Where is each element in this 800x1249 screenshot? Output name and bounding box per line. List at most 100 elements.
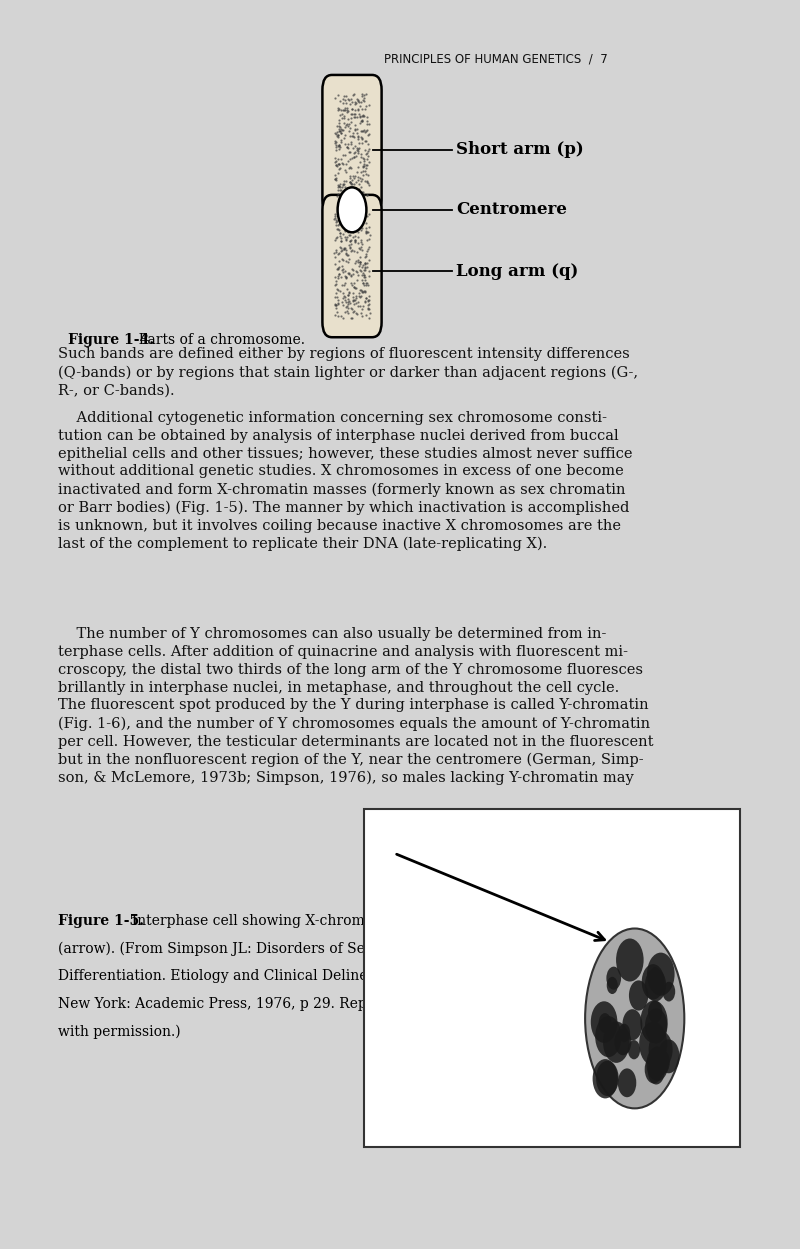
Point [339,100,352,120]
Point [343,239,356,259]
Point [362,175,375,195]
Point [342,291,355,311]
Point [350,146,362,166]
Point [354,212,366,232]
Point [343,172,356,192]
Point [338,177,351,197]
Point [333,176,346,196]
Point [357,282,370,302]
Point [330,116,343,136]
Point [334,174,346,194]
Point [347,277,360,297]
Point [334,222,346,242]
Point [340,245,353,265]
Point [341,137,354,157]
Point [362,222,374,242]
Text: Differentiation. Etiology and Clinical Delineation.: Differentiation. Etiology and Clinical D… [58,969,407,983]
Point [332,215,345,235]
Point [345,309,358,328]
Point [343,172,356,192]
Point [346,291,359,311]
Circle shape [654,1049,670,1075]
Point [362,125,374,145]
Point [355,282,368,302]
Point [351,270,364,290]
Point [349,226,362,246]
Point [352,167,365,187]
Point [332,139,345,159]
Point [354,127,367,147]
Point [334,124,347,144]
Point [361,144,374,164]
Point [339,245,352,265]
Point [334,100,347,120]
Point [330,287,343,307]
Point [349,142,362,162]
Point [354,111,367,131]
Point [354,239,366,259]
Point [330,242,342,262]
Point [339,267,352,287]
Point [341,137,354,157]
Point [336,152,349,172]
Point [358,149,371,169]
Circle shape [603,1022,630,1063]
Point [355,306,368,326]
Point [346,174,358,194]
Point [340,292,353,312]
Point [354,237,367,257]
Point [362,239,374,259]
Point [332,215,345,235]
Point [331,219,344,239]
Point [360,155,373,175]
Point [353,255,366,275]
Point [354,162,367,182]
Text: Additional cytogenetic information concerning sex chromosome consti-
tution can : Additional cytogenetic information conce… [58,411,632,552]
Circle shape [622,1009,642,1040]
Point [356,129,369,149]
Point [347,147,360,167]
Point [352,219,365,239]
Point [331,294,344,313]
Circle shape [662,982,675,1002]
Point [342,116,354,136]
Point [339,134,352,154]
Point [351,90,364,110]
Point [354,230,367,250]
Text: Figure 1-5.: Figure 1-5. [58,914,144,928]
Circle shape [648,1058,665,1084]
Point [345,135,358,155]
Point [353,174,366,194]
Point [330,136,342,156]
Point [358,265,370,285]
Point [335,180,348,200]
Point [342,294,354,313]
Point [349,100,362,120]
Circle shape [598,1013,611,1033]
Point [346,301,359,321]
Point [342,264,355,284]
Point [330,271,342,291]
Point [362,152,375,172]
Point [330,211,343,231]
Point [332,120,345,140]
Point [333,176,346,196]
Point [358,260,371,280]
Point [331,186,344,206]
Point [359,246,372,266]
Point [328,230,341,250]
Point [353,134,366,154]
Point [331,269,344,289]
Point [330,155,342,175]
Point [349,231,362,251]
Point [347,84,360,104]
Point [358,140,371,160]
Point [339,244,352,264]
Point [338,287,351,307]
Point [349,220,362,240]
Point [336,104,349,124]
Point [342,262,354,282]
Point [359,221,372,241]
Point [340,301,353,321]
Point [349,251,362,271]
